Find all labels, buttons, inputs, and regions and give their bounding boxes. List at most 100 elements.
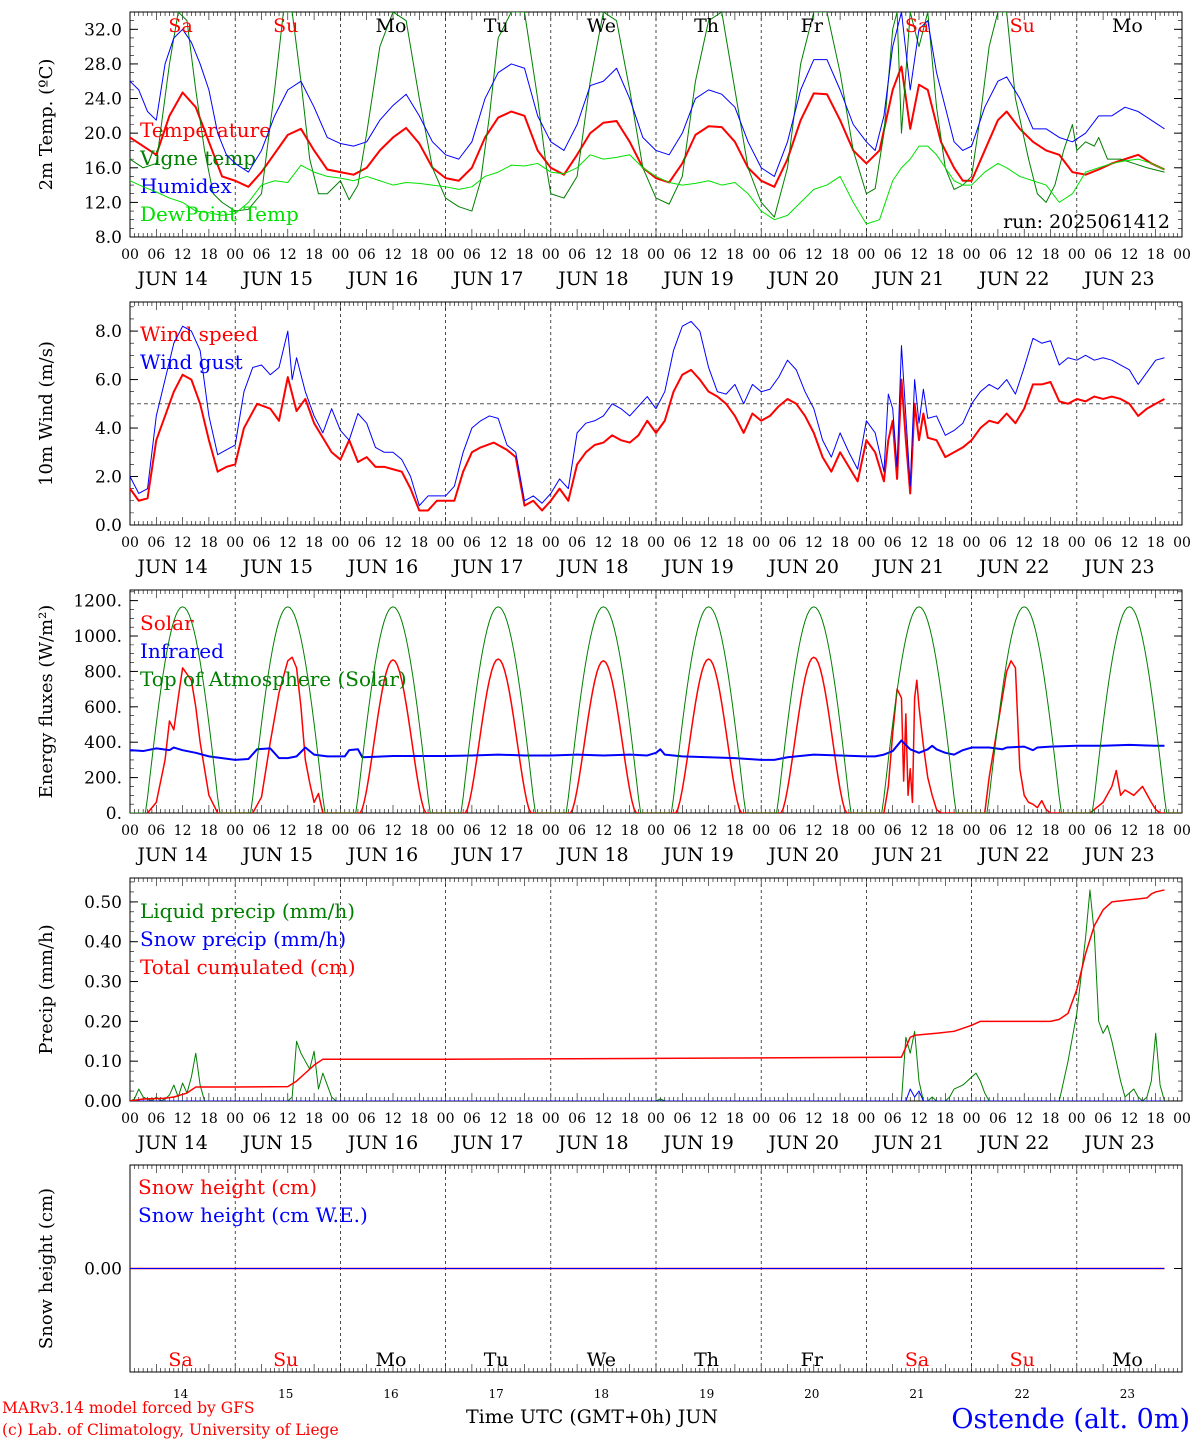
- temp-hour-label: 06: [1094, 247, 1112, 263]
- energy-hour-label: 18: [831, 823, 849, 839]
- wind-hour-label: 18: [621, 535, 639, 551]
- energy-hour-label: 18: [726, 823, 744, 839]
- precip-hour-label: 12: [1120, 1111, 1138, 1127]
- energy-ytick-label: 400.: [84, 733, 122, 753]
- energy-hour-label: 00: [542, 823, 560, 839]
- weekday-top-6: Fr: [801, 15, 824, 37]
- energy-hour-label: 12: [700, 823, 718, 839]
- temp-hour-label: 00: [121, 247, 139, 263]
- temp-day-label: JUN 15: [241, 268, 313, 290]
- wind-hour-label: 00: [1173, 535, 1191, 551]
- temp-hour-label: 12: [279, 247, 297, 263]
- precip-ytick-label: 0.40: [84, 933, 122, 953]
- temp-ytick-label: 8.0: [95, 228, 122, 248]
- precip-hour-label: 06: [673, 1111, 691, 1127]
- weekday-bottom-8: Su: [1010, 1349, 1035, 1371]
- temp-legend-3: DewPoint Temp: [140, 202, 299, 226]
- temp-hour-label: 00: [857, 247, 875, 263]
- precip-hour-label: 18: [410, 1111, 428, 1127]
- wind-hour-label: 18: [1042, 535, 1060, 551]
- panel-precip: 0.00 0.10 0.20 0.30 0.40 0.50 Precip (mm/h) 00 0…: [36, 877, 1191, 1154]
- wind-hour-label: 06: [253, 535, 271, 551]
- weekday-top-5: Th: [694, 15, 719, 37]
- day-number-7: 21: [909, 1387, 924, 1401]
- temp-hour-label: 12: [1015, 247, 1033, 263]
- wind-hour-label: 12: [174, 535, 192, 551]
- temp-hour-label: 00: [1173, 247, 1191, 263]
- time-axis-label: Time UTC (GMT+0h) JUN: [466, 1406, 718, 1428]
- wind-hour-label: 18: [410, 535, 428, 551]
- precip-day-label: JUN 21: [872, 1132, 944, 1154]
- temp-series-dewpoint-temp: [130, 145, 1165, 225]
- energy-hour-label: 18: [621, 823, 639, 839]
- temp-ytick-label: 32.0: [84, 20, 122, 40]
- temp-day-label: JUN 20: [767, 268, 839, 290]
- temp-hour-label: 00: [963, 247, 981, 263]
- precip-hour-label: 00: [437, 1111, 455, 1127]
- energy-hour-label: 12: [174, 823, 192, 839]
- snow-legend-0: Snow height (cm): [138, 1175, 317, 1199]
- temp-hour-label: 18: [936, 247, 954, 263]
- precip-hour-label: 12: [700, 1111, 718, 1127]
- precip-day-label: JUN 15: [241, 1132, 313, 1154]
- precip-day-label: JUN 18: [556, 1132, 628, 1154]
- weekday-top-8: Su: [1010, 15, 1035, 37]
- precip-hour-label: 12: [174, 1111, 192, 1127]
- weekday-top-3: Tu: [484, 15, 509, 37]
- energy-ytick-minor: [130, 591, 1182, 814]
- day-number-3: 17: [489, 1387, 504, 1401]
- wind-day-label: JUN 14: [135, 556, 207, 578]
- energy-ytick-label: 800.: [84, 662, 122, 682]
- weekday-bottom-4: We: [587, 1349, 616, 1371]
- temp-hour-label: 18: [516, 247, 534, 263]
- wind-day-label: JUN 19: [661, 556, 733, 578]
- temp-legend-1: Vigne temp: [139, 146, 256, 170]
- precip-hour-label: 06: [568, 1111, 586, 1127]
- energy-legend-0: Solar: [140, 611, 194, 635]
- precip-hour-label: 00: [331, 1111, 349, 1127]
- energy-x-ticks: [129, 590, 1183, 813]
- precip-series-snow-precip-mm-h-: [130, 1088, 1165, 1101]
- temp-ytick-label: 12.0: [84, 193, 122, 213]
- precip-day-label: JUN 20: [767, 1132, 839, 1154]
- wind-hour-label: 06: [884, 535, 902, 551]
- precip-day-label: JUN 17: [451, 1132, 523, 1154]
- wind-hour-label: 18: [305, 535, 323, 551]
- day-number-1: 15: [278, 1387, 293, 1401]
- precip-hour-label: 00: [752, 1111, 770, 1127]
- temp-hour-label: 18: [305, 247, 323, 263]
- energy-hour-label: 12: [489, 823, 507, 839]
- energy-hour-label: 12: [279, 823, 297, 839]
- temp-hour-label: 12: [594, 247, 612, 263]
- energy-ytick-label: 600.: [84, 698, 122, 718]
- snow-ytick-label: 0.00: [84, 1260, 122, 1280]
- wind-hour-label: 06: [1094, 535, 1112, 551]
- energy-hour-label: 06: [779, 823, 797, 839]
- station-label: Ostende (alt. 0m): [951, 1404, 1190, 1435]
- temp-hour-label: 06: [884, 247, 902, 263]
- precip-day-label: JUN 23: [1082, 1132, 1154, 1154]
- wind-hour-label: 00: [121, 535, 139, 551]
- weekday-bottom-0: Sa: [168, 1349, 192, 1371]
- temp-series-humidex: [130, 12, 1165, 177]
- energy-series-infrared: [130, 739, 1165, 761]
- energy-day-label: JUN 20: [767, 844, 839, 866]
- precip-ytick-label: 0.00: [84, 1092, 122, 1112]
- energy-hour-label: 18: [936, 823, 954, 839]
- wind-hour-label: 12: [1015, 535, 1033, 551]
- energy-hour-label: 12: [384, 823, 402, 839]
- wind-hour-label: 00: [437, 535, 455, 551]
- wind-day-label: JUN 18: [556, 556, 628, 578]
- wind-hour-label: 06: [358, 535, 376, 551]
- temp-hour-label: 12: [700, 247, 718, 263]
- temp-hour-label: 00: [1068, 247, 1086, 263]
- panel-snow: 0.00 Snow height (cm) Snow height (cm) Snow…: [36, 1164, 1183, 1401]
- wind-hour-label: 12: [1120, 535, 1138, 551]
- energy-hour-label: 06: [147, 823, 165, 839]
- wind-hour-label: 18: [1147, 535, 1165, 551]
- precip-hour-label: 12: [279, 1111, 297, 1127]
- wind-hour-label: 06: [147, 535, 165, 551]
- energy-hour-label: 00: [1068, 823, 1086, 839]
- temp-day-label: JUN 17: [451, 268, 523, 290]
